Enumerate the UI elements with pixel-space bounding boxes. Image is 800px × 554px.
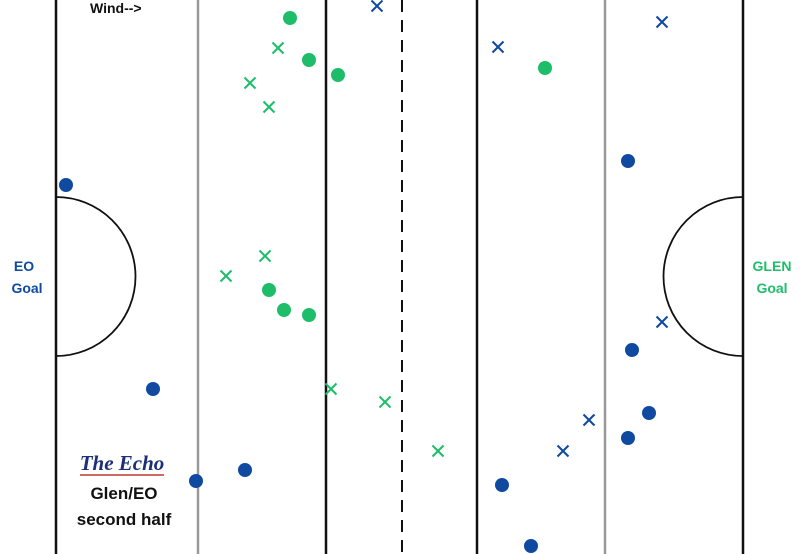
player-markers: [59, 0, 669, 553]
glen-cross-marker: [243, 76, 257, 90]
glen-cross-marker: [258, 249, 272, 263]
eo-dot-marker: [621, 431, 635, 445]
right-goal-label-line2: Goal: [756, 280, 787, 296]
eo-cross-marker: [655, 315, 669, 329]
eo-cross-marker: [370, 0, 384, 13]
caption-line2: second half: [77, 510, 172, 529]
eo-cross-marker: [556, 444, 570, 458]
eo-dot-marker: [625, 343, 639, 357]
eo-dot-marker: [495, 478, 509, 492]
eo-dot-marker: [238, 463, 252, 477]
glen-cross-marker: [431, 444, 445, 458]
glen-cross-marker: [219, 269, 233, 283]
eo-dot-marker: [59, 178, 73, 192]
eo-dot-marker: [146, 382, 160, 396]
glen-cross-marker: [271, 41, 285, 55]
eo-dot-marker: [621, 154, 635, 168]
glen-dot-marker: [538, 61, 552, 75]
glen-dot-marker: [302, 308, 316, 322]
glen-dot-marker: [331, 68, 345, 82]
pitch-lines: [54, 0, 745, 554]
left-goal-label-line1: EO: [14, 258, 34, 274]
caption-line1: Glen/EO: [90, 484, 157, 503]
glen-dot-marker: [283, 11, 297, 25]
glen-dot-marker: [262, 283, 276, 297]
right-goal-label-line1: GLEN: [753, 258, 792, 274]
wind-label: Wind-->: [90, 0, 142, 16]
glen-dot-marker: [302, 53, 316, 67]
eo-cross-marker: [582, 413, 596, 427]
glen-cross-marker: [262, 100, 276, 114]
eo-dot-marker: [642, 406, 656, 420]
glen-dot-marker: [277, 303, 291, 317]
eo-dot-marker: [189, 474, 203, 488]
glen-cross-marker: [378, 395, 392, 409]
eo-cross-marker: [491, 40, 505, 54]
glen-cross-marker: [324, 382, 338, 396]
the-echo-logo: The Echo: [80, 451, 165, 475]
eo-cross-marker: [655, 15, 669, 29]
left-goal-arc: [55, 196, 137, 357]
eo-dot-marker: [524, 539, 538, 553]
right-goal-arc: [662, 196, 744, 357]
left-goal-label-line2: Goal: [11, 280, 42, 296]
